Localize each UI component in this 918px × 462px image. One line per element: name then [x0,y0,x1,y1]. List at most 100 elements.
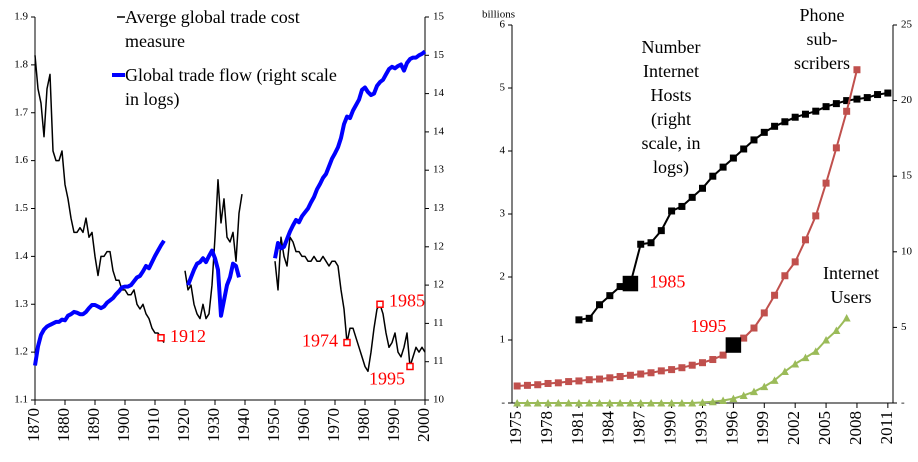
x-tick-label: 2005 [815,411,834,445]
y-tick-label: 1.7 [14,106,28,118]
marker [853,95,861,103]
marker [812,107,820,115]
marker [863,94,871,102]
marker [739,391,748,399]
marker [699,359,706,367]
y2-tick-label: 12 [433,240,444,252]
marker [781,118,789,126]
marker [595,399,604,407]
marker [585,314,593,322]
y-tick-label: 1.8 [14,58,28,70]
y-tick-label: 2 [500,271,506,283]
y2-tick-label: 5 [901,321,907,333]
series-line [33,49,427,366]
x-tick-label: 1975 [506,411,525,445]
marker [616,283,624,291]
marker [596,301,604,309]
marker [688,193,696,201]
y2-tick-label: 11 [433,355,444,367]
marker [822,103,830,111]
x-tick-label: 1950 [264,408,283,442]
marker [760,309,768,317]
marker [667,399,676,407]
marker [822,336,831,344]
annotation-marker [622,275,639,292]
marker [688,361,696,369]
marker [709,172,717,180]
marker [688,399,697,407]
y-tick-label: 3 [500,208,506,220]
x-tick-label: 1984 [599,411,618,446]
marker [771,122,779,130]
marker [729,154,737,162]
x-tick-label: 1996 [722,411,741,445]
x-tick-label: 1978 [537,411,556,445]
x-tick-label: 1993 [691,411,710,445]
marker [801,236,809,244]
marker [811,347,820,355]
marker [678,202,686,210]
y2-tick-label: 10 [433,394,445,406]
y2-tick-label: 14 [433,87,445,99]
y2-tick-label: 10 [901,245,913,257]
marker [647,239,655,247]
marker [637,240,645,248]
marker [719,163,727,171]
x-tick-label: 1940 [234,408,253,442]
x-tick-label: 1980 [354,408,373,442]
marker [771,291,779,299]
series-line [517,69,858,387]
y2-tick-label: 12 [433,279,444,291]
marker [709,356,717,364]
marker [791,359,800,368]
series-label: Global trade flow (right scale in logs) [125,65,337,109]
y-tick-label: 4 [500,145,506,157]
y2-tick-label: 15 [901,170,913,182]
annotation-marker [343,338,351,347]
marker [626,371,634,379]
marker [678,364,686,372]
marker [842,313,851,322]
marker [616,373,624,381]
y-tick-label: 1.9 [14,11,28,23]
marker [657,367,665,375]
annotation: 1995 [690,316,726,336]
marker [575,316,583,324]
marker [565,378,573,386]
marker [698,398,707,406]
annotation: 1974 [302,331,338,351]
series-line [517,317,848,404]
x-tick-label: 2002 [784,411,803,445]
marker [677,399,686,407]
marker [657,227,665,235]
marker [770,376,779,384]
marker [781,272,789,280]
y-axis-label: billions [482,9,515,21]
marker [647,399,656,407]
marker [585,376,593,384]
y2-tick-label: 20 [901,94,913,106]
marker [740,334,748,342]
marker [523,381,531,389]
marker [513,382,521,390]
marker [801,353,810,362]
y-tick-label: 1.5 [14,202,28,214]
series-line [34,55,426,373]
marker [750,324,758,332]
marker [699,184,706,192]
marker [605,399,614,407]
y2-tick-label: 15 [433,49,445,61]
marker [832,100,840,108]
x-tick-label: 1981 [568,411,587,445]
annotation: 1985 [389,290,425,310]
y-tick-label: 1.1 [14,394,28,406]
y2-tick-label: 11 [433,317,444,329]
marker [554,379,562,387]
marker [843,97,851,105]
marker [523,399,532,407]
marker [647,369,655,377]
annotation: 1912 [170,326,206,346]
y-tick-label: 1 [500,334,506,346]
marker [626,399,635,407]
